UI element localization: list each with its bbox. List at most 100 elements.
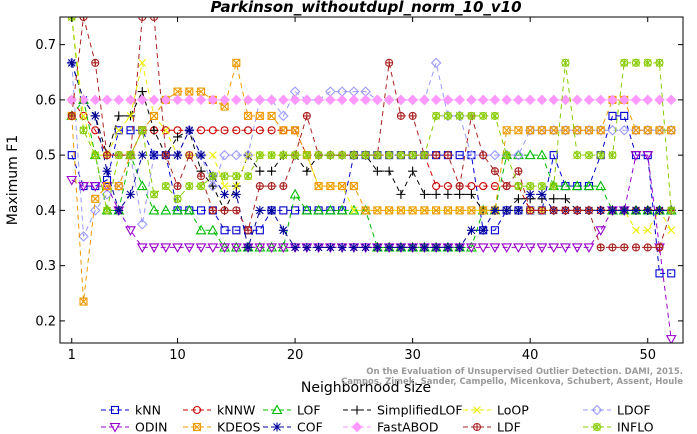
data-point bbox=[514, 126, 523, 135]
credit-line-2: Campos, Zimek, Sander, Campello, Micenko… bbox=[341, 377, 683, 387]
data-point bbox=[266, 94, 277, 106]
data-point bbox=[197, 206, 206, 215]
legend-item-cof: COF bbox=[263, 420, 323, 434]
data-point-cross bbox=[268, 182, 276, 190]
data-point bbox=[372, 166, 382, 176]
data-point-cross bbox=[303, 112, 311, 120]
data-point bbox=[571, 94, 583, 106]
data-point bbox=[231, 149, 242, 161]
legend-label: LDOF bbox=[617, 403, 651, 418]
data-point bbox=[372, 94, 383, 106]
data-point bbox=[490, 205, 500, 215]
data-point bbox=[149, 150, 159, 160]
data-point bbox=[67, 151, 76, 160]
data-point-cross bbox=[232, 206, 240, 214]
data-point bbox=[618, 124, 630, 136]
data-point-cross bbox=[432, 112, 441, 120]
legend-item-fastabod: FastABOD bbox=[343, 420, 439, 434]
data-point bbox=[524, 94, 536, 106]
data-point-cross bbox=[420, 151, 429, 160]
data-point-cross bbox=[549, 182, 558, 190]
data-point-cross bbox=[585, 151, 593, 160]
data-point bbox=[114, 126, 123, 135]
data-point bbox=[525, 189, 535, 199]
series-line bbox=[71, 62, 672, 250]
data-point-cross bbox=[103, 151, 111, 159]
data-point-cross bbox=[593, 423, 601, 431]
data-point-cross bbox=[396, 206, 405, 215]
data-point-cross bbox=[126, 151, 135, 160]
data-point bbox=[583, 180, 595, 191]
data-point bbox=[208, 126, 217, 135]
plot-frame bbox=[59, 16, 684, 344]
data-point bbox=[595, 94, 606, 106]
legend-label: KDEOS bbox=[217, 420, 261, 434]
data-point bbox=[361, 242, 371, 252]
data-point-cross bbox=[338, 182, 347, 190]
data-point bbox=[560, 194, 570, 204]
data-point-cross bbox=[361, 206, 370, 215]
data-point bbox=[443, 206, 452, 215]
data-point bbox=[289, 94, 301, 106]
data-point-cross bbox=[409, 112, 417, 120]
data-point-cross bbox=[185, 182, 194, 190]
data-point bbox=[595, 180, 607, 191]
data-point bbox=[607, 205, 617, 215]
data-point-cross bbox=[444, 206, 452, 215]
data-point bbox=[136, 180, 148, 191]
data-point bbox=[455, 151, 464, 160]
data-point bbox=[443, 189, 453, 199]
data-point-cross bbox=[503, 182, 511, 190]
data-point bbox=[197, 126, 206, 135]
data-point bbox=[454, 94, 465, 106]
data-point bbox=[172, 243, 183, 254]
data-point bbox=[384, 242, 394, 252]
data-point-cross bbox=[655, 243, 663, 251]
data-point bbox=[349, 242, 359, 252]
data-point bbox=[184, 94, 195, 106]
data-point bbox=[642, 151, 654, 161]
data-point bbox=[109, 422, 121, 433]
data-point bbox=[326, 182, 335, 191]
legend-item-knn: kNN bbox=[101, 403, 161, 418]
data-point bbox=[232, 58, 241, 67]
data-point bbox=[230, 243, 242, 254]
data-point bbox=[207, 224, 219, 235]
chart-title: Parkinson_withoutdupl_norm_10_v10 bbox=[210, 0, 521, 16]
data-point bbox=[473, 406, 481, 414]
data-point bbox=[219, 243, 231, 254]
data-point bbox=[102, 182, 112, 191]
data-point-cross bbox=[162, 151, 170, 159]
series-line bbox=[71, 17, 672, 211]
data-point bbox=[442, 94, 454, 106]
data-point bbox=[192, 405, 202, 415]
data-point bbox=[373, 206, 382, 215]
data-point bbox=[395, 94, 407, 106]
data-point bbox=[513, 149, 524, 161]
data-point bbox=[536, 243, 548, 254]
data-point-cross bbox=[655, 126, 664, 135]
data-point-cross bbox=[150, 17, 158, 21]
data-point bbox=[90, 111, 100, 121]
legend-label: INFLO bbox=[617, 420, 654, 434]
data-point bbox=[478, 225, 488, 235]
series-fastabod bbox=[66, 94, 677, 106]
legend-item-simplifiedlof: SimplifiedLOF bbox=[343, 403, 463, 418]
data-point bbox=[396, 242, 406, 252]
data-point bbox=[630, 94, 642, 106]
data-point-cross bbox=[373, 206, 382, 215]
data-point-cross bbox=[456, 182, 464, 190]
data-point bbox=[513, 194, 523, 204]
legend-label: FastABOD bbox=[377, 420, 439, 434]
data-point-cross bbox=[420, 206, 429, 215]
data-point bbox=[643, 205, 653, 215]
data-point bbox=[643, 226, 652, 235]
data-point bbox=[665, 94, 677, 106]
legend-item-kdeos: KDEOS bbox=[183, 420, 261, 434]
data-point bbox=[526, 126, 535, 135]
data-point bbox=[431, 242, 441, 252]
data-point-cross bbox=[585, 126, 593, 135]
legend-label: LoOP bbox=[497, 403, 529, 418]
data-point bbox=[148, 243, 160, 254]
data-point bbox=[536, 94, 548, 106]
